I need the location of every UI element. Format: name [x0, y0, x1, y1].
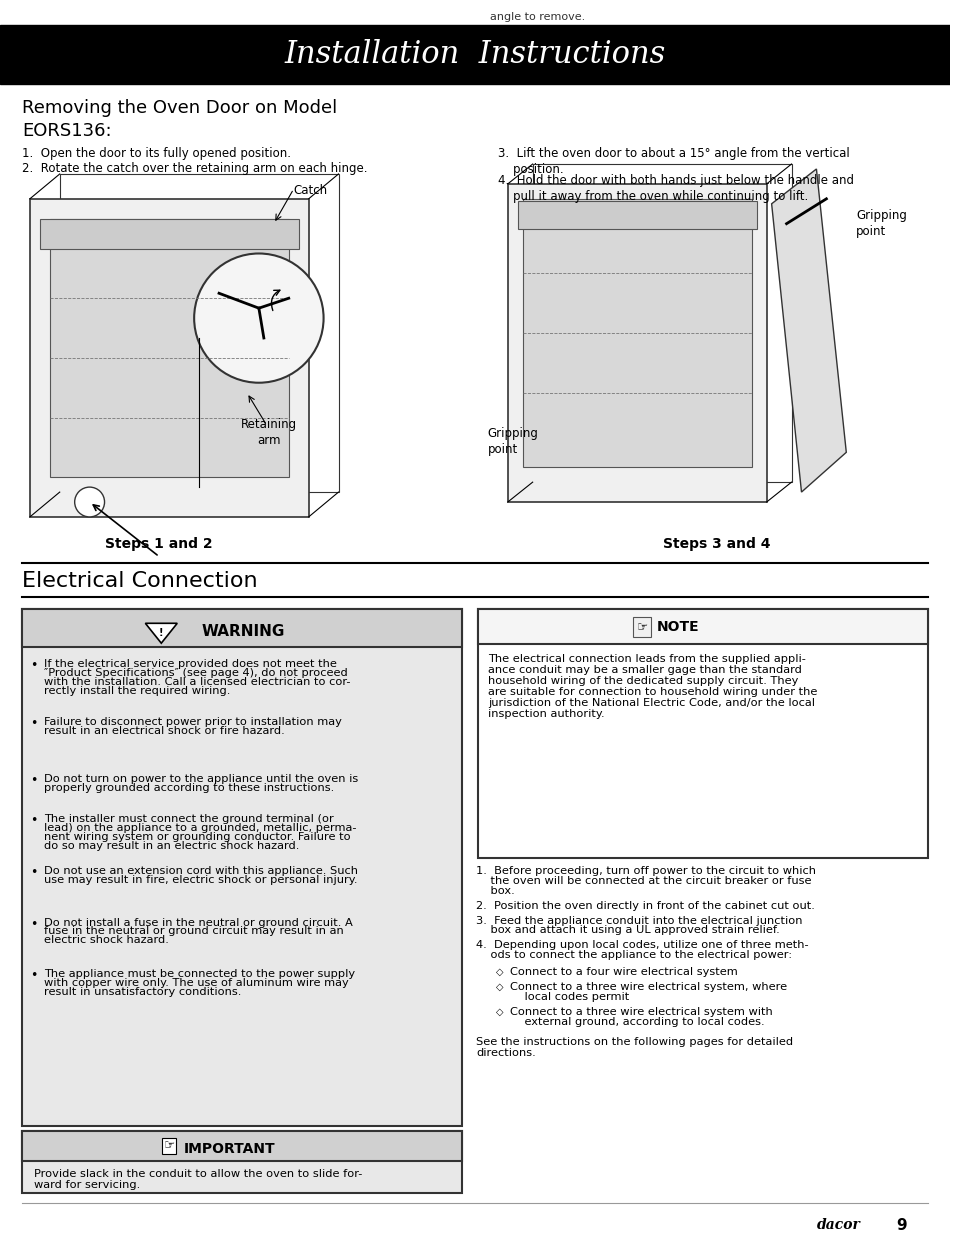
Text: box.: box.	[476, 885, 514, 895]
Text: Connect to a three wire electrical system, where: Connect to a three wire electrical syste…	[509, 982, 786, 992]
Text: 3.  Feed the appliance conduit into the electrical junction: 3. Feed the appliance conduit into the e…	[476, 915, 801, 925]
Text: Steps 3 and 4: Steps 3 and 4	[662, 537, 770, 551]
Text: 1.  Open the door to its fully opened position.: 1. Open the door to its fully opened pos…	[22, 147, 291, 161]
Text: •: •	[30, 866, 37, 879]
Text: NOTE: NOTE	[657, 620, 699, 635]
Text: nent wiring system or grounding conductor. Failure to: nent wiring system or grounding conducto…	[44, 832, 350, 842]
Text: Catch: Catch	[294, 184, 328, 196]
Bar	[22, 1131, 461, 1161]
Text: Steps 1 and 2: Steps 1 and 2	[106, 537, 213, 551]
Text: •: •	[30, 918, 37, 930]
Text: household wiring of the dedicated supply circuit. They: household wiring of the dedicated supply…	[487, 676, 798, 685]
Text: 3.  Lift the oven door to about a 15° angle from the vertical
    position.: 3. Lift the oven door to about a 15° ang…	[497, 147, 849, 177]
Text: •: •	[30, 969, 37, 982]
Text: 1.  Before proceeding, turn off power to the circuit to which: 1. Before proceeding, turn off power to …	[476, 866, 815, 876]
Text: lead) on the appliance to a grounded, metallic, perma-: lead) on the appliance to a grounded, me…	[44, 823, 355, 834]
Text: 4.  Depending upon local codes, utilize one of three meth-: 4. Depending upon local codes, utilize o…	[476, 940, 808, 951]
Text: result in an electrical shock or fire hazard.: result in an electrical shock or fire ha…	[44, 726, 284, 736]
Bar	[22, 609, 461, 647]
Text: directions.: directions.	[476, 1047, 535, 1057]
Text: ward for servicing.: ward for servicing.	[33, 1179, 140, 1191]
Text: Failure to disconnect power prior to installation may: Failure to disconnect power prior to ins…	[44, 716, 341, 726]
Bar	[477, 609, 927, 858]
Text: with the installation. Call a licensed electrician to cor-: with the installation. Call a licensed e…	[44, 677, 350, 687]
Bar	[517, 201, 756, 228]
Text: ☞: ☞	[164, 1140, 174, 1152]
Text: local codes permit: local codes permit	[509, 992, 628, 1002]
Text: are suitable for connection to household wiring under the: are suitable for connection to household…	[487, 687, 817, 697]
Polygon shape	[145, 624, 177, 643]
Text: •: •	[30, 716, 37, 730]
Text: •: •	[30, 659, 37, 672]
Text: result in unsatisfactory conditions.: result in unsatisfactory conditions.	[44, 987, 241, 997]
Polygon shape	[771, 169, 845, 492]
Text: WARNING: WARNING	[201, 624, 284, 638]
Text: •: •	[30, 814, 37, 827]
Text: box and attach it using a UL approved strain relief.: box and attach it using a UL approved st…	[476, 925, 779, 935]
Text: See the instructions on the following pages for detailed: See the instructions on the following pa…	[476, 1037, 792, 1047]
Text: 2.  Position the oven directly in front of the cabinet cut out.: 2. Position the oven directly in front o…	[476, 900, 814, 910]
Text: If the electrical service provided does not meet the: If the electrical service provided does …	[44, 659, 336, 669]
Text: The electrical connection leads from the supplied appli-: The electrical connection leads from the…	[487, 655, 805, 664]
Text: external ground, according to local codes.: external ground, according to local code…	[509, 1016, 763, 1028]
Text: 4.  Hold the door with both hands just below the handle and
    pull it away fro: 4. Hold the door with both hands just be…	[497, 174, 853, 203]
Text: The appliance must be connected to the power supply: The appliance must be connected to the p…	[44, 969, 355, 979]
Text: IMPORTANT: IMPORTANT	[184, 1142, 275, 1156]
Bar	[162, 1139, 176, 1155]
Text: ◇: ◇	[496, 1007, 503, 1016]
Text: Connect to a four wire electrical system: Connect to a four wire electrical system	[509, 967, 737, 977]
Polygon shape	[50, 219, 289, 477]
Text: angle to remove.: angle to remove.	[490, 12, 584, 22]
Text: Provide slack in the conduit to allow the oven to slide for-: Provide slack in the conduit to allow th…	[33, 1170, 362, 1179]
Text: 2.  Rotate the catch over the retaining arm on each hinge.: 2. Rotate the catch over the retaining a…	[22, 162, 367, 175]
Bar	[633, 618, 651, 637]
Bar	[40, 219, 298, 248]
Text: The installer must connect the ground terminal (or: The installer must connect the ground te…	[44, 814, 334, 824]
Text: Retaining
arm: Retaining arm	[240, 417, 296, 447]
Text: ance conduit may be a smaller gage than the standard: ance conduit may be a smaller gage than …	[487, 664, 801, 676]
Text: the oven will be connected at the circuit breaker or fuse: the oven will be connected at the circui…	[476, 876, 811, 885]
Polygon shape	[30, 199, 309, 517]
Text: Do not use an extension cord with this appliance. Such: Do not use an extension cord with this a…	[44, 866, 357, 876]
Text: do so may result in an electric shock hazard.: do so may result in an electric shock ha…	[44, 841, 299, 851]
Text: fuse in the neutral or ground circuit may result in an: fuse in the neutral or ground circuit ma…	[44, 926, 343, 936]
Text: ″Product Specifications″ (see page 4), do not proceed: ″Product Specifications″ (see page 4), d…	[44, 668, 347, 678]
Text: Connect to a three wire electrical system with: Connect to a three wire electrical syste…	[509, 1007, 772, 1016]
Text: Installation  Instructions: Installation Instructions	[284, 40, 665, 70]
Text: Do not install a fuse in the neutral or ground circuit. A: Do not install a fuse in the neutral or …	[44, 918, 353, 927]
Text: •: •	[30, 774, 37, 788]
Text: with copper wire only. The use of aluminum wire may: with copper wire only. The use of alumin…	[44, 978, 348, 988]
Bar	[477, 609, 927, 645]
Text: Gripping
point: Gripping point	[487, 427, 538, 457]
Text: Removing the Oven Door on Model
EORS136:: Removing the Oven Door on Model EORS136:	[22, 99, 336, 140]
Text: !: !	[159, 629, 163, 638]
Text: ◇: ◇	[496, 967, 503, 977]
Text: dacor: dacor	[816, 1218, 860, 1231]
Text: Electrical Connection: Electrical Connection	[22, 571, 257, 590]
Bar	[22, 609, 461, 1126]
Text: electric shock hazard.: electric shock hazard.	[44, 935, 169, 946]
Text: ☞: ☞	[636, 621, 647, 634]
Circle shape	[74, 487, 105, 517]
Polygon shape	[522, 199, 751, 467]
Bar	[22, 1131, 461, 1193]
Text: use may result in fire, electric shock or personal injury.: use may result in fire, electric shock o…	[44, 874, 357, 884]
Text: jurisdiction of the National Electric Code, and/or the local: jurisdiction of the National Electric Co…	[487, 698, 814, 708]
Circle shape	[194, 253, 323, 383]
Text: inspection authority.: inspection authority.	[487, 709, 604, 719]
Text: Gripping
point: Gripping point	[856, 209, 906, 238]
Polygon shape	[507, 184, 766, 501]
Text: ods to connect the appliance to the electrical power:: ods to connect the appliance to the elec…	[476, 951, 791, 961]
Text: ◇: ◇	[496, 982, 503, 992]
Text: 9: 9	[895, 1218, 905, 1233]
Bar	[0, 25, 949, 84]
Text: rectly install the required wiring.: rectly install the required wiring.	[44, 685, 230, 695]
Text: Do not turn on power to the appliance until the oven is: Do not turn on power to the appliance un…	[44, 774, 357, 784]
Text: properly grounded according to these instructions.: properly grounded according to these ins…	[44, 783, 334, 793]
